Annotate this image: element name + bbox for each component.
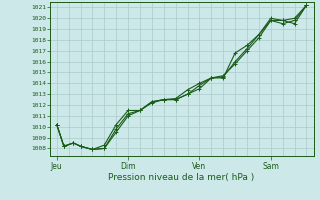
- X-axis label: Pression niveau de la mer( hPa ): Pression niveau de la mer( hPa ): [108, 173, 255, 182]
